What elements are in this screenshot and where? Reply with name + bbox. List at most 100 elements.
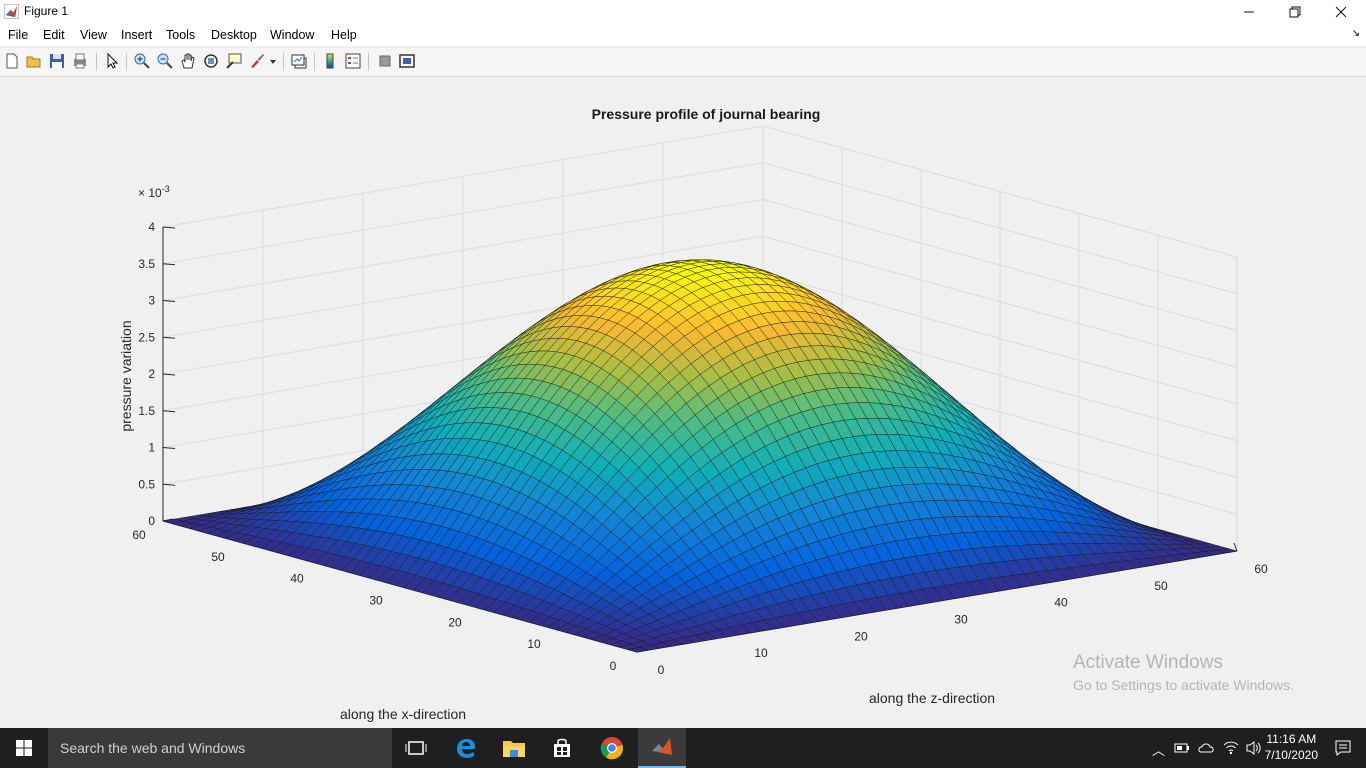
start-button[interactable]: [0, 728, 48, 768]
menu-window[interactable]: Window: [270, 28, 315, 42]
search-box[interactable]: Search the web and Windows: [48, 728, 392, 768]
surface-mesh: [162, 259, 1238, 653]
x-tick-label: 40: [290, 572, 304, 586]
menu-edit[interactable]: Edit: [43, 28, 65, 42]
dock-arrow-icon[interactable]: ↘: [1351, 28, 1360, 39]
z-tick: [162, 447, 176, 449]
notifications-icon[interactable]: [1334, 739, 1352, 757]
edit-plot-icon[interactable]: [103, 52, 121, 70]
menu-tools[interactable]: Tools: [166, 28, 196, 42]
new-figure-icon[interactable]: [3, 52, 21, 70]
file-explorer-button[interactable]: [490, 728, 538, 768]
grid-line: [762, 162, 1238, 295]
y-tick-label: 60: [1254, 562, 1268, 576]
chrome-icon: [600, 737, 624, 760]
grid-line: [162, 125, 764, 228]
clock-date: 7/10/2020: [1264, 748, 1318, 762]
menu-bar: File Edit View Insert Tools Desktop Wind…: [0, 24, 1366, 46]
menu-view[interactable]: View: [80, 28, 107, 42]
insert-legend-icon[interactable]: [344, 52, 362, 70]
y-tick-label: 40: [1054, 596, 1068, 610]
matlab-logo-icon: [4, 4, 19, 19]
onedrive-sync-icon[interactable]: [1198, 740, 1216, 756]
z-tick-label: 3.5: [138, 257, 155, 271]
z-tick: [162, 336, 176, 339]
search-placeholder: Search the web and Windows: [60, 740, 246, 756]
wifi-icon[interactable]: [1222, 738, 1240, 756]
save-icon[interactable]: [48, 52, 66, 70]
z-tick-label: 3: [148, 294, 155, 308]
insert-colorbar-icon[interactable]: [321, 52, 339, 70]
rotate-3d-icon[interactable]: [202, 52, 220, 70]
grid-line: [762, 199, 1238, 331]
pan-icon[interactable]: [179, 52, 197, 70]
battery-icon[interactable]: [1174, 741, 1190, 755]
close-button[interactable]: [1318, 0, 1364, 24]
zoom-in-icon[interactable]: [133, 52, 151, 70]
z-axis-label: pressure variation: [118, 320, 134, 432]
show-hidden-icons-icon[interactable]: ︿: [1152, 743, 1166, 758]
restore-button[interactable]: [1272, 0, 1318, 24]
z-tick-label: 2: [148, 367, 155, 381]
hide-plot-tools-icon[interactable]: [376, 52, 394, 70]
task-view-icon: [405, 741, 427, 755]
menu-file[interactable]: File: [8, 28, 29, 42]
x-tick-label: 30: [369, 594, 383, 608]
grid-line: [762, 235, 1238, 368]
z-tick-label: 4: [148, 220, 155, 234]
axis-exponent-label: × 10-3: [138, 184, 170, 200]
show-plot-tools-icon[interactable]: [398, 52, 416, 70]
menu-help[interactable]: Help: [331, 28, 357, 42]
y-tick-label: 20: [854, 629, 868, 643]
x-tick-label: 50: [211, 550, 225, 564]
title-bar: Figure 1: [0, 0, 1366, 24]
y-axis-label: along the z-direction: [869, 690, 996, 706]
task-view-button[interactable]: [392, 728, 440, 768]
menu-insert[interactable]: Insert: [121, 28, 153, 42]
print-icon[interactable]: [71, 52, 89, 70]
z-tick-label: 0: [148, 514, 155, 528]
clock-time: 11:16 AM: [1266, 732, 1317, 746]
x-tick-label: 10: [527, 637, 541, 651]
grid-line: [162, 235, 764, 338]
grid-line: [762, 125, 1238, 258]
window-title: Figure 1: [24, 4, 69, 18]
zoom-out-icon[interactable]: [156, 52, 174, 70]
chrome-button[interactable]: [588, 728, 636, 768]
x-tick-label: 20: [448, 615, 462, 629]
link-plot-icon[interactable]: [290, 52, 308, 70]
surface-plot[interactable]: 0102030405060010203040506000.511.522.533…: [0, 0, 1366, 728]
store-icon: [554, 738, 570, 757]
edge-icon: [457, 739, 476, 758]
x-axis-label: along the x-direction: [340, 706, 467, 722]
edge-button[interactable]: [442, 728, 490, 768]
minimize-icon: [1244, 11, 1254, 13]
matlab-taskbar-button[interactable]: [638, 728, 686, 768]
data-cursor-icon[interactable]: [225, 52, 243, 70]
grid-line: [762, 272, 1238, 405]
folder-icon: [503, 741, 525, 757]
y-tick: [1233, 542, 1238, 552]
grid-line: [162, 162, 764, 265]
minimize-button[interactable]: [1226, 0, 1272, 24]
z-tick: [162, 373, 176, 376]
menu-desktop[interactable]: Desktop: [211, 28, 257, 42]
volume-icon[interactable]: [1245, 740, 1263, 756]
z-tick-label: 0.5: [138, 477, 155, 491]
z-tick-label: 2.5: [138, 330, 155, 344]
brush-dropdown-icon[interactable]: [269, 58, 277, 66]
z-tick-label: 1: [148, 441, 155, 455]
store-button[interactable]: [538, 728, 586, 768]
y-tick-label: 50: [1154, 579, 1168, 593]
x-tick-label: 0: [610, 659, 617, 673]
y-tick-label: 30: [954, 613, 968, 627]
z-tick: [162, 410, 176, 413]
y-tick-label: 10: [754, 646, 768, 660]
plot-title: Pressure profile of journal bearing: [591, 106, 821, 122]
clock[interactable]: 11:16 AM 7/10/2020: [1265, 731, 1318, 763]
taskbar: Search the web and Windows ︿ 11:16 AM 7/…: [0, 728, 1366, 768]
open-file-icon[interactable]: [25, 52, 43, 70]
brush-icon[interactable]: [248, 52, 266, 70]
x-tick-label: 60: [132, 528, 146, 542]
close-icon: [1335, 6, 1347, 18]
